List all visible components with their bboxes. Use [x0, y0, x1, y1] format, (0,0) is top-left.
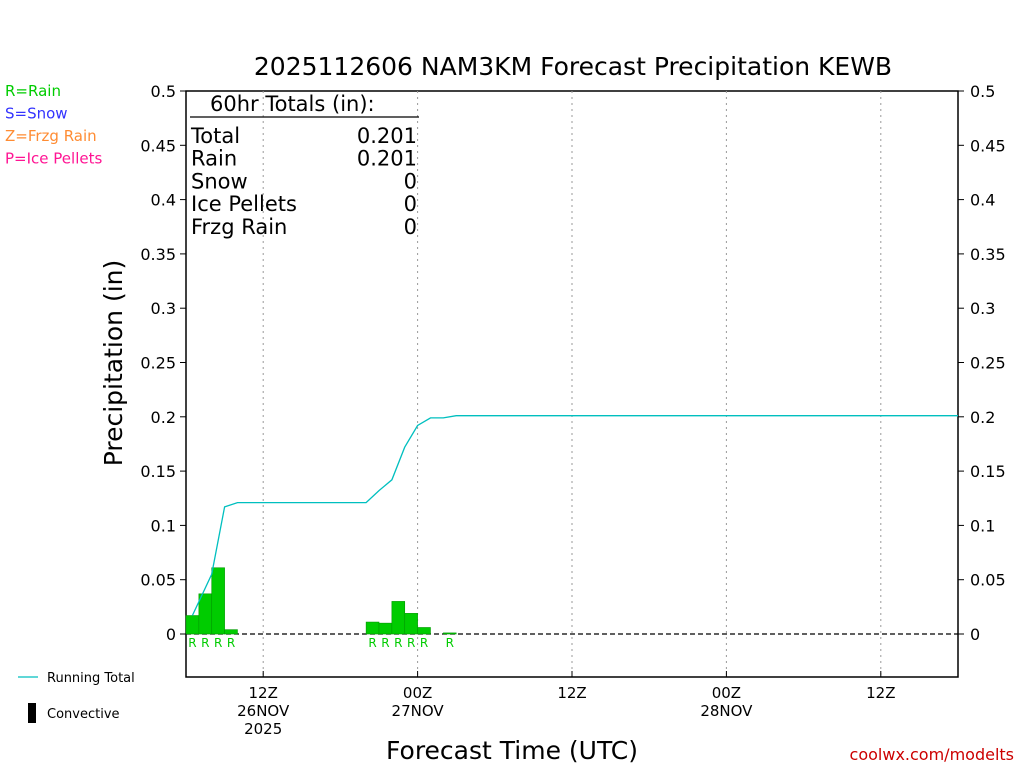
convective-legend-swatch [28, 703, 36, 723]
totals-row-value: 0 [404, 169, 417, 193]
ptype-legend-item: Z=Frzg Rain [5, 127, 97, 145]
ptype-label: R [201, 636, 209, 650]
ptype-legend: R=Rain S=Snow Z=Frzg Rain P=Ice Pellets [5, 82, 102, 168]
x-tick-label: 26NOV [237, 702, 290, 720]
x-tick-label: 12Z [557, 684, 586, 702]
totals-row-label: Total [190, 124, 240, 148]
precip-bar [224, 629, 238, 635]
y-tick-label-right: 0.5 [970, 82, 995, 101]
credit-text: coolwx.com/modelts [850, 745, 1014, 764]
y-tick-label-right: 0.1 [970, 516, 995, 535]
precip-bar [198, 593, 213, 635]
y-tick-label-left: 0.45 [140, 136, 176, 155]
ptype-label: R [407, 636, 415, 650]
totals-row-value: 0.201 [357, 124, 417, 148]
x-tick-label: 12Z [249, 684, 278, 702]
y-tick-label-right: 0.45 [970, 136, 1006, 155]
ptype-label: R [420, 636, 428, 650]
precip-bar [378, 622, 393, 635]
y-axis-label: Precipitation (in) [99, 260, 128, 467]
totals-row-value: 0 [404, 215, 417, 239]
x-tick-label: 27NOV [392, 702, 445, 720]
y-tick-label-right: 0 [970, 625, 980, 644]
y-tick-label-right: 0.05 [970, 571, 1006, 590]
chart-title: 2025112606 NAM3KM Forecast Precipitation… [254, 52, 892, 81]
ptype-legend-item: P=Ice Pellets [5, 150, 102, 168]
x-axis-label: Forecast Time (UTC) [386, 736, 638, 765]
y-tick-label-right: 0.15 [970, 462, 1006, 481]
y-tick-label-right: 0.25 [970, 354, 1006, 373]
x-tick-label: 28NOV [700, 702, 753, 720]
ptype-label: R [381, 636, 389, 650]
y-tick-label-left: 0 [166, 625, 176, 644]
y-tick-label-left: 0.35 [140, 245, 176, 264]
y-tick-label-left: 0.5 [151, 82, 176, 101]
running-total-series [191, 415, 958, 616]
ptype-label: R [214, 636, 222, 650]
y-tick-label-left: 0.15 [140, 462, 176, 481]
y-tick-label-left: 0.05 [140, 571, 176, 590]
totals-header: 60hr Totals (in): [210, 92, 375, 116]
ptype-label: R [188, 636, 196, 650]
precip-bar [443, 632, 457, 635]
ptype-legend-item: R=Rain [5, 82, 61, 100]
ptype-label: R [227, 636, 235, 650]
y-tick-label-left: 0.3 [151, 299, 176, 318]
precip-bar [365, 621, 380, 635]
grid-lines [186, 91, 958, 677]
totals-row-label: Snow [191, 169, 248, 193]
precip-bar [211, 567, 225, 635]
totals-row-value: 0.201 [357, 147, 417, 171]
y-axis-ticks: 0 00.05 0.050.1 0.10.15 0.150.2 0.20.25 0.250.… [140, 82, 1005, 644]
y-tick-label-left: 0.2 [151, 408, 176, 427]
totals-row-label: Frzg Rain [191, 215, 287, 239]
x-tick-label: 2025 [244, 720, 282, 738]
totals-box: 60hr Totals (in): Total 0.201 Rain 0.201 Sno… [190, 92, 419, 239]
ptype-label: R [368, 636, 376, 650]
totals-row-value: 0 [404, 192, 417, 216]
convective-legend-label: Convective [47, 707, 120, 722]
precip-bar [185, 615, 200, 635]
bottom-legend: Running Total Convective [18, 671, 135, 723]
totals-row-label: Ice Pellets [191, 192, 297, 216]
x-tick-label: 12Z [866, 684, 895, 702]
y-tick-label-right: 0.4 [970, 191, 995, 210]
y-tick-label-right: 0.35 [970, 245, 1006, 264]
x-tick-label: 00Z [712, 684, 741, 702]
totals-row-label: Rain [191, 147, 237, 171]
ptype-legend-item: S=Snow [5, 105, 68, 123]
y-tick-label-right: 0.3 [970, 299, 995, 318]
running-total-line [191, 415, 958, 616]
running-total-legend-label: Running Total [47, 671, 135, 686]
precip-bar [417, 627, 431, 635]
ptype-label: R [446, 636, 454, 650]
y-tick-label-left: 0.25 [140, 354, 176, 373]
precip-bar [404, 613, 418, 635]
y-tick-label-left: 0.4 [151, 191, 176, 210]
precip-bar [391, 601, 406, 635]
x-tick-label: 00Z [403, 684, 432, 702]
y-tick-label-left: 0.1 [151, 516, 176, 535]
y-tick-label-right: 0.2 [970, 408, 995, 427]
ptype-label: R [394, 636, 402, 650]
